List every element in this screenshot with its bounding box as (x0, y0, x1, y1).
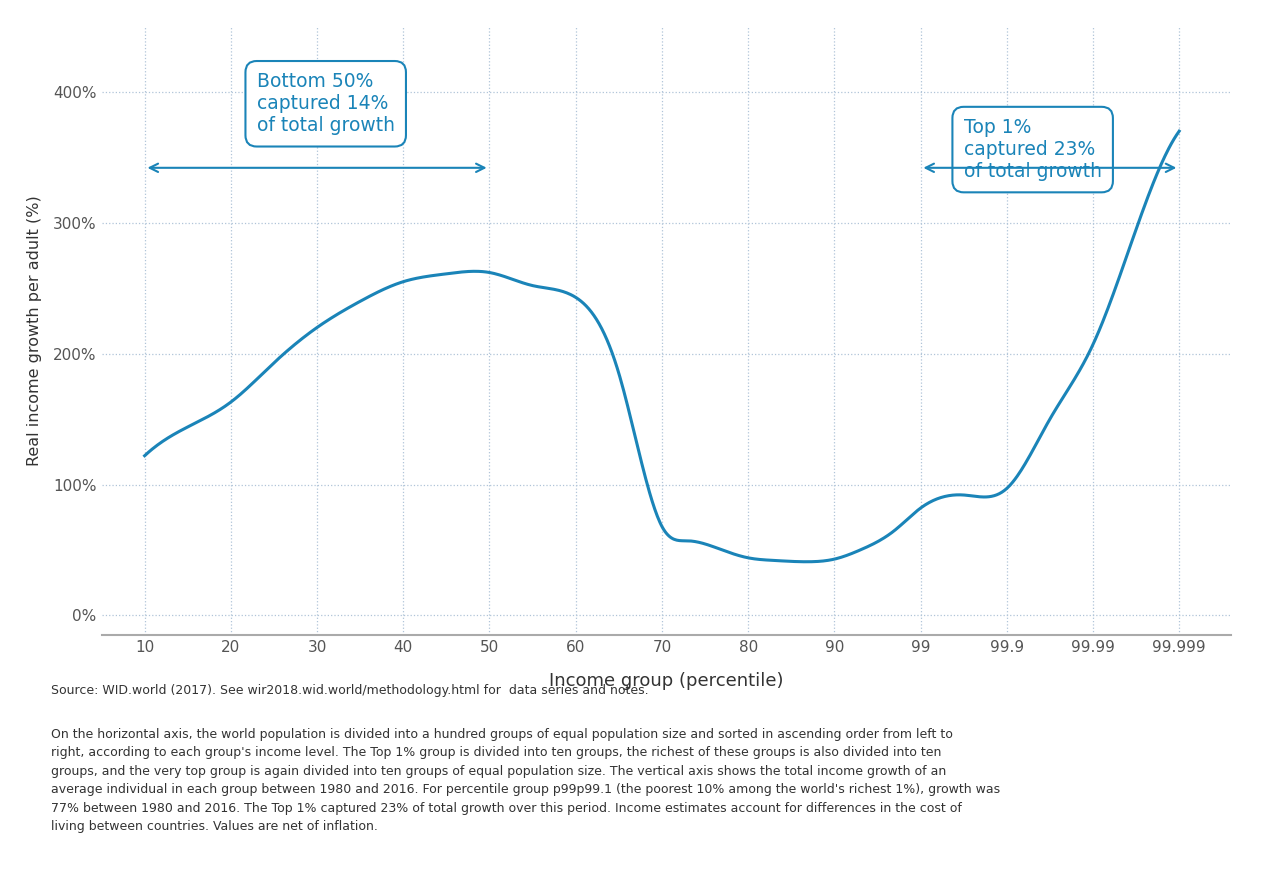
Text: Source: WID.world (2017). See wir2018.wid.world/methodology.html for  data serie: Source: WID.world (2017). See wir2018.wi… (51, 684, 648, 697)
X-axis label: Income group (percentile): Income group (percentile) (549, 671, 783, 690)
Text: Bottom 50%
captured 14%
of total growth: Bottom 50% captured 14% of total growth (256, 72, 395, 135)
Text: On the horizontal axis, the world population is divided into a hundred groups of: On the horizontal axis, the world popula… (51, 728, 1000, 833)
Text: Top 1%
captured 23%
of total growth: Top 1% captured 23% of total growth (963, 118, 1101, 181)
Y-axis label: Real income growth per adult (%): Real income growth per adult (%) (27, 196, 42, 466)
